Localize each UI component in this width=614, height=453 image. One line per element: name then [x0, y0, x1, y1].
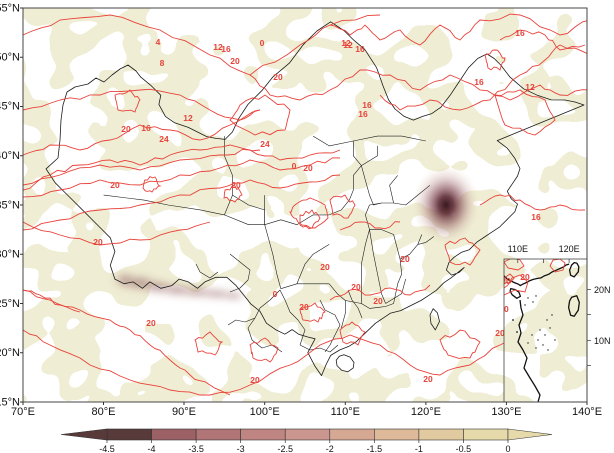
- svg-text:-0.5: -0.5: [456, 444, 472, 453]
- svg-text:120E: 120E: [559, 244, 580, 254]
- svg-text:20: 20: [273, 72, 283, 82]
- svg-text:20: 20: [400, 254, 410, 264]
- svg-text:0: 0: [273, 289, 278, 299]
- svg-text:4: 4: [156, 37, 161, 47]
- svg-text:16: 16: [141, 123, 151, 133]
- svg-text:120°E: 120°E: [411, 406, 441, 418]
- svg-text:20: 20: [373, 296, 383, 306]
- svg-text:12: 12: [183, 113, 193, 123]
- svg-text:45°N: 45°N: [0, 101, 20, 113]
- svg-text:90°E: 90°E: [172, 406, 196, 418]
- svg-text:12: 12: [525, 82, 535, 92]
- svg-text:50°N: 50°N: [0, 52, 20, 64]
- svg-text:20: 20: [231, 180, 241, 190]
- svg-text:20: 20: [520, 272, 530, 282]
- svg-text:0: 0: [505, 444, 510, 453]
- svg-text:-3: -3: [237, 444, 245, 453]
- svg-text:16: 16: [531, 212, 541, 222]
- svg-text:10N: 10N: [594, 336, 611, 346]
- svg-text:20°N: 20°N: [0, 347, 20, 359]
- svg-text:20: 20: [230, 56, 240, 66]
- svg-text:0: 0: [292, 161, 297, 171]
- svg-text:20: 20: [351, 282, 361, 292]
- svg-text:16: 16: [474, 77, 484, 87]
- svg-text:25°N: 25°N: [0, 298, 20, 310]
- svg-text:12: 12: [341, 38, 351, 48]
- svg-text:55°N: 55°N: [0, 3, 20, 15]
- svg-text:100°E: 100°E: [250, 406, 280, 418]
- svg-text:16: 16: [358, 109, 368, 119]
- svg-text:20: 20: [299, 302, 309, 312]
- svg-text:70°E: 70°E: [11, 406, 35, 418]
- svg-text:110E: 110E: [508, 244, 528, 254]
- svg-text:24: 24: [159, 134, 169, 144]
- svg-text:20: 20: [146, 318, 156, 328]
- svg-text:-4.5: -4.5: [99, 444, 115, 453]
- svg-text:0: 0: [260, 38, 265, 48]
- svg-text:20: 20: [495, 328, 505, 338]
- svg-text:20: 20: [121, 124, 131, 134]
- svg-text:35°N: 35°N: [0, 200, 20, 212]
- svg-text:110°E: 110°E: [331, 406, 360, 418]
- svg-text:30°N: 30°N: [0, 249, 20, 261]
- svg-text:20: 20: [250, 375, 260, 385]
- svg-text:130°E: 130°E: [491, 406, 521, 418]
- svg-text:20: 20: [93, 237, 103, 247]
- svg-text:20: 20: [110, 180, 120, 190]
- svg-text:16: 16: [515, 28, 525, 38]
- svg-text:16: 16: [355, 44, 365, 54]
- svg-text:-2: -2: [326, 444, 334, 453]
- svg-text:8: 8: [160, 58, 165, 68]
- svg-text:-4: -4: [148, 444, 156, 453]
- svg-text:40°N: 40°N: [0, 150, 20, 162]
- svg-text:20: 20: [303, 163, 313, 173]
- svg-text:-1.5: -1.5: [367, 444, 383, 453]
- svg-text:20: 20: [320, 262, 330, 272]
- svg-text:80°E: 80°E: [92, 406, 116, 418]
- svg-text:20: 20: [423, 374, 433, 384]
- svg-text:-2.5: -2.5: [277, 444, 293, 453]
- svg-text:-3.5: -3.5: [188, 444, 204, 453]
- svg-text:24: 24: [260, 139, 270, 149]
- svg-text:16: 16: [221, 44, 231, 54]
- svg-text:-1: -1: [415, 444, 423, 453]
- svg-text:140°E: 140°E: [572, 406, 602, 418]
- svg-text:20N: 20N: [594, 285, 611, 295]
